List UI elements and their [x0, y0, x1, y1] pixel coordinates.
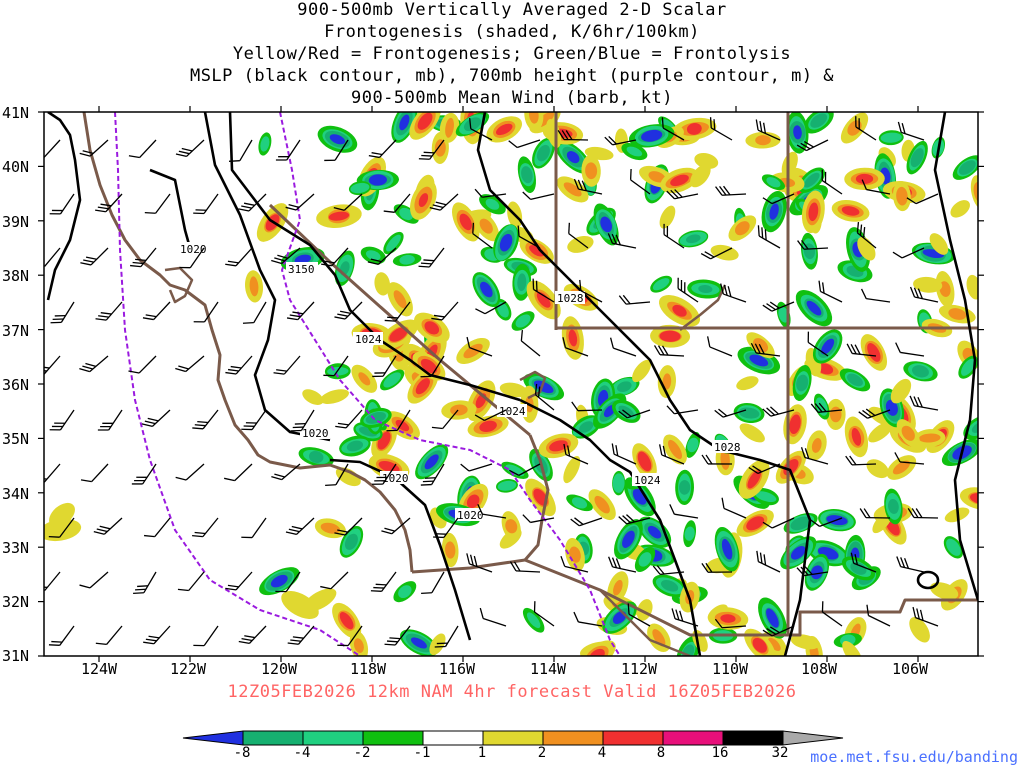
lon-label: 122W [169, 660, 207, 678]
colorbar-segment [602, 730, 664, 746]
contour-labels: 1020 3150 1024 1028 1020 1024 1020 1028 … [178, 242, 742, 522]
frontogenesis-shading [44, 112, 978, 656]
title-line-1: 900-500mb Vertically Averaged 2-D Scalar [297, 0, 727, 20]
title-line-4: MSLP (black contour, mb), 700mb height (… [189, 66, 835, 86]
colorbar-label: 16 [711, 745, 729, 761]
lat-label: 41N [2, 104, 30, 122]
colorbar-segment [722, 730, 784, 746]
title-line-2: Frontogenesis (shaded, K/6hr/100km) [324, 22, 700, 42]
lat-label: 38N [2, 267, 30, 285]
wind-barbs [44, 116, 939, 648]
contour-label: 1020 [457, 509, 484, 522]
lon-label: 120W [260, 660, 298, 678]
lat-label: 36N [2, 376, 30, 394]
mslp-1020-main [203, 112, 331, 442]
lat-label: 33N [2, 539, 30, 557]
height-contours [114, 112, 621, 656]
mslp-ring [916, 570, 940, 590]
colorbar-segment [302, 730, 364, 746]
state-borders [82, 112, 978, 656]
height-contour-west [114, 112, 361, 656]
colorbar-label: 4 [597, 745, 607, 761]
axis-ticks [38, 106, 984, 662]
colorbar-segment [362, 730, 424, 746]
contour-label: 1028 [557, 292, 584, 305]
colorbar [182, 730, 844, 746]
colorado-river-border [523, 434, 550, 561]
contour-label: 1020 [180, 243, 207, 256]
sf-bay [164, 266, 194, 304]
mslp-1024-south [519, 398, 702, 656]
colorbar-label: 8 [656, 745, 666, 761]
lon-label: 108W [800, 660, 838, 678]
contour-label: 3150 [288, 263, 315, 276]
lon-label: 116W [438, 660, 476, 678]
lon-label: 112W [620, 660, 658, 678]
colorbar-segment [422, 730, 484, 746]
mslp-1020-west [149, 168, 192, 249]
lon-label: 110W [711, 660, 749, 678]
colorbar-label: 1 [477, 745, 487, 761]
colorbar-label: 32 [771, 745, 789, 761]
lon-label: 114W [529, 660, 567, 678]
credit-link[interactable]: moe.met.fsu.edu/banding [810, 748, 1018, 766]
lat-label: 31N [2, 647, 30, 665]
lon-label: 124W [80, 660, 118, 678]
title-line-5: 900-500mb Mean Wind (barb, kt) [350, 88, 674, 108]
colorbar-arrow-low [182, 730, 244, 746]
contour-label: 1024 [634, 474, 661, 487]
title-line-3: Yellow/Red = Frontogenesis; Green/Blue =… [232, 44, 792, 64]
mslp-coast-sw [46, 112, 82, 301]
great-salt-region [679, 284, 727, 331]
california-nevada-border [268, 203, 531, 437]
lat-label: 39N [2, 213, 30, 231]
contour-label: 1024 [499, 405, 526, 418]
colorbar-label: -1 [413, 745, 431, 761]
colorbar-segment [482, 730, 544, 746]
colorbar-segment [542, 730, 604, 746]
contour-label: 1024 [355, 333, 382, 346]
lon-label: 106W [891, 660, 929, 678]
mslp-1020-south [329, 458, 472, 641]
lat-label: 32N [2, 593, 30, 611]
colorbar-label: -4 [293, 745, 311, 761]
lat-label: 40N [2, 158, 30, 176]
lat-label: 37N [2, 322, 30, 340]
colorbar-segment [242, 730, 304, 746]
mexico-border-east [524, 558, 978, 637]
forecast-valid-text: 12Z05FEB2026 12km NAM 4hr forecast Valid… [227, 682, 797, 702]
colorbar-segment [662, 730, 724, 746]
mslp-1028 [476, 112, 812, 656]
colorbar-label: 2 [537, 745, 547, 761]
colorbar-label: -8 [233, 745, 251, 761]
colorbar-label: -2 [353, 745, 371, 761]
lon-label: 118W [349, 660, 387, 678]
mexico-border-west [411, 558, 526, 574]
lat-label: 35N [2, 430, 30, 448]
colorbar-arrow-high [782, 730, 844, 746]
california-coast [82, 112, 414, 573]
mslp-east [933, 112, 978, 601]
contour-label: 1028 [714, 441, 741, 454]
mslp-contours [46, 112, 978, 656]
lat-label: 34N [2, 485, 30, 503]
height-contour-3150 [279, 112, 621, 656]
contour-label: 1020 [302, 427, 329, 440]
sea-of-cortez-coast [599, 589, 691, 656]
